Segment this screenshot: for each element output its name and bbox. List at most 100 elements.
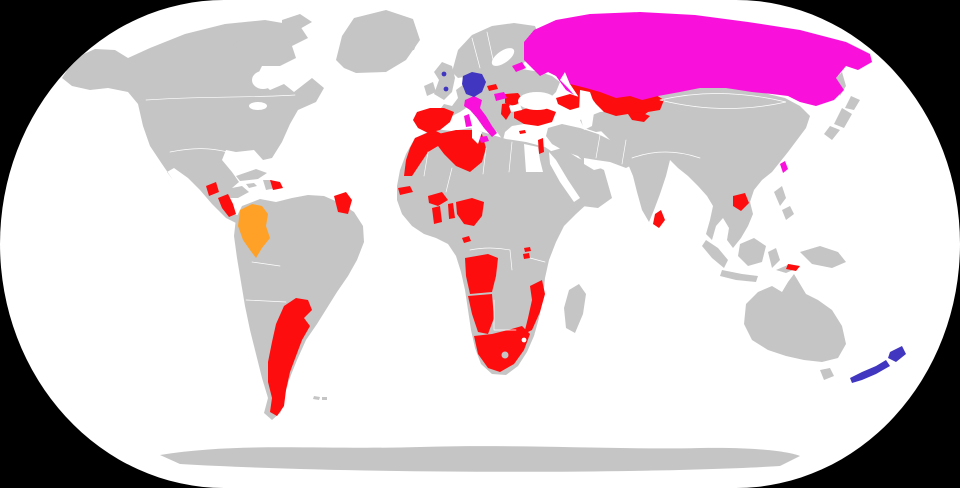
country-cuba [236,169,267,181]
country-jamaica [246,183,257,188]
arctic-island [272,38,291,50]
country-tunisia [472,128,482,144]
country-bulgaria [509,104,522,112]
white-overlays-group [249,48,602,343]
country-cambodia [733,193,749,211]
region-antarctica [160,446,800,472]
country-taiwan [780,161,788,173]
border-china-india [631,151,701,159]
country-mozambique [524,280,545,334]
island-tasmania [820,368,834,380]
region-caucasus [556,94,584,110]
island-new-guinea [800,246,846,268]
sea-caspian [579,90,595,130]
country-turkey [514,108,556,126]
country-greenland [336,10,420,73]
uk-city-marker-south [443,86,449,92]
country-australia [744,274,846,362]
border-sahara-3 [482,147,487,175]
country-united-kingdom [434,62,455,100]
region-asia-main [600,86,810,248]
country-angola [465,254,498,294]
gray-enclaves-group [443,205,509,359]
region-africa [397,128,588,375]
region-north-america [62,20,324,224]
island-sulawesi [768,248,780,268]
country-nigeria [456,198,484,226]
country-benin [448,203,455,219]
island-java [720,270,758,282]
country-burkina-faso [428,192,448,206]
country-burundi [523,253,530,259]
country-serbia-macedonia [501,103,511,120]
country-japan [824,96,860,140]
country-lesotho [501,351,509,359]
blue-countries-group [441,71,906,383]
country-cyprus [519,130,526,134]
country-borders-group [145,31,787,331]
sea-red-sea [549,152,580,202]
arctic-island [282,14,312,30]
country-russia [524,12,872,106]
country-iceland [392,36,418,52]
border-sahara-2 [445,167,453,193]
default-land-group [62,10,860,472]
border-us-canada [145,94,296,101]
border-africa-central [469,247,546,271]
border-botswana [493,299,517,331]
country-togo [443,205,449,220]
country-ireland [424,82,436,96]
country-germany [462,72,486,97]
island-sardinia-corsica [464,114,472,127]
border-scandinavia [471,31,495,69]
region-middle-east [546,124,634,168]
country-dominican-republic [270,180,283,190]
country-argentina [268,298,312,416]
country-colombia [238,204,270,258]
country-eswatini [521,337,527,343]
border-sahara-1 [423,151,429,177]
border-mongolia [659,93,787,109]
falkland-islands [313,396,327,400]
border-south-america-1 [251,261,281,267]
country-italy [464,96,497,137]
arctic-island [246,26,270,39]
orange-countries-group [238,204,270,258]
country-madagascar [564,284,586,333]
arctic-island [214,34,240,48]
country-algeria [438,130,486,172]
country-israel [538,138,544,154]
hudson-bay [252,71,274,89]
country-philippines [774,186,794,220]
country-slovakia [487,84,498,91]
sea-persian-gulf [584,158,602,170]
country-south-africa [474,326,530,372]
border-us-mexico [169,148,229,153]
country-morocco-wsahara [404,130,442,176]
country-senegal [398,186,413,195]
country-timor-leste [786,264,800,271]
sea-baltic [491,48,515,66]
country-ghana [432,206,442,224]
great-lakes [249,102,267,110]
country-guatemala [206,182,219,196]
border-iran-pakistan [595,134,627,165]
country-equatorial-guinea [462,236,471,243]
island-borneo [738,238,766,266]
magenta-countries-group [464,12,872,173]
island-sicily [479,136,489,143]
country-guyana [334,192,352,214]
island-sumatra [702,240,728,268]
country-lithuania [512,62,526,72]
country-hungary [494,92,507,101]
border-south-america-2 [245,299,287,303]
country-new-zealand-south [850,360,890,383]
red-countries-group [206,72,800,416]
country-rwanda [524,247,531,252]
country-new-zealand-north [888,346,906,362]
country-kyrgyzstan [628,112,650,122]
country-nicaragua-costa-rica [218,194,236,217]
uk-city-marker-north [441,71,447,77]
